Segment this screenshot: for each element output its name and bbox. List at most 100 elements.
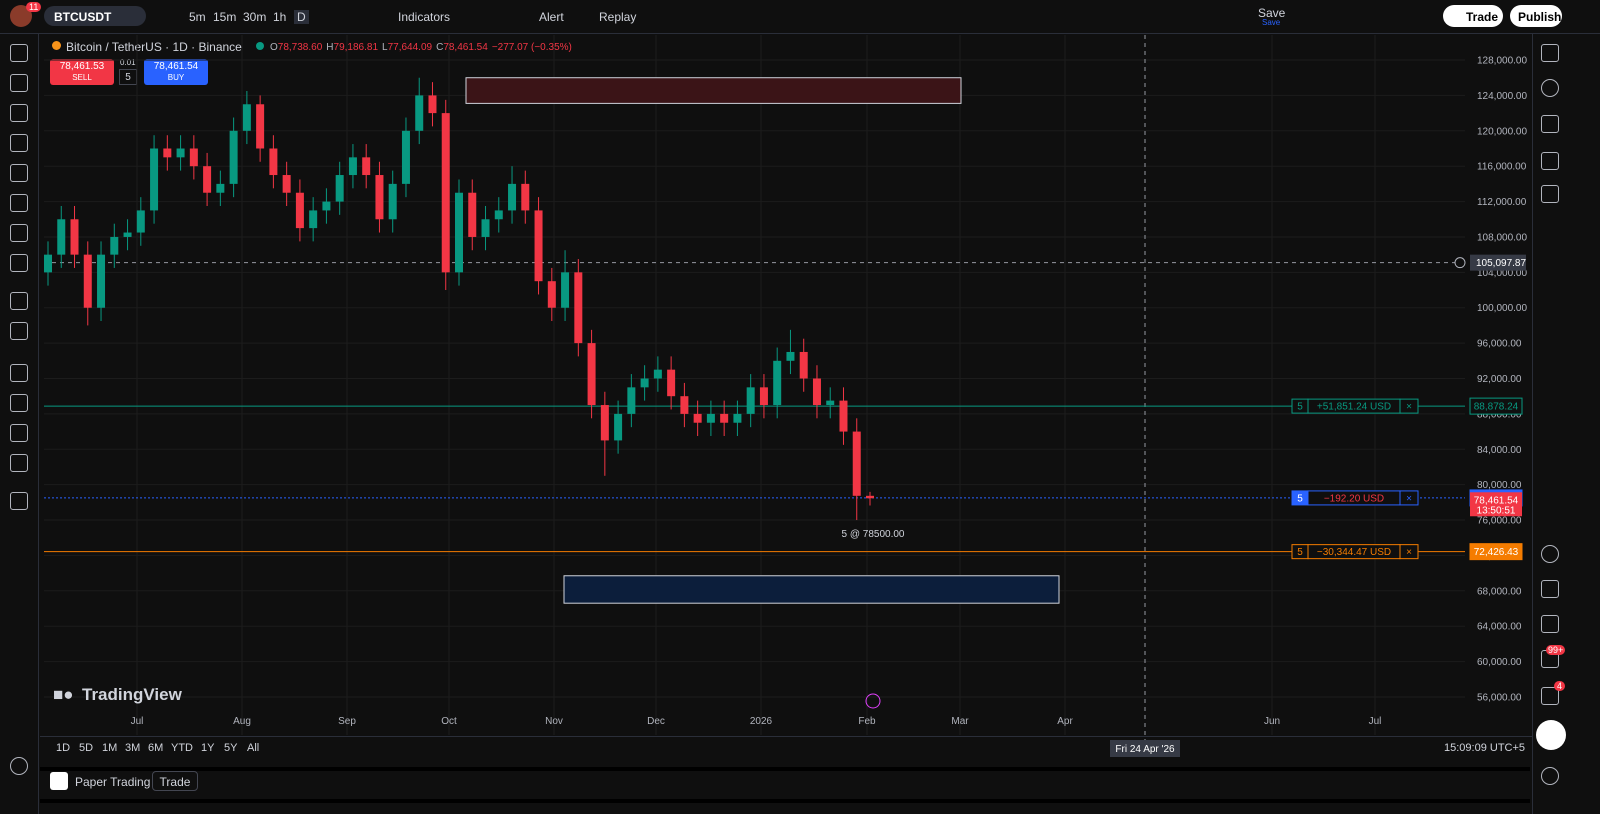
interval[interactable]: 5m [189,10,206,24]
panel-trade[interactable]: Trade [152,771,198,791]
tool-cursor[interactable] [10,44,28,62]
tool-line[interactable] [10,74,28,92]
candle-body [852,431,861,496]
candle-body [110,236,119,255]
interval[interactable]: 15m [213,10,237,24]
last-price-box [1470,492,1522,517]
buy-button[interactable] [144,59,208,85]
panel-logo [50,772,68,790]
help[interactable] [1541,767,1559,785]
symbol-search[interactable] [44,6,146,26]
candle-body [468,192,477,237]
candle-body [282,175,291,193]
layers[interactable] [1541,115,1559,133]
sell-button[interactable] [50,59,114,85]
candle-body [561,272,570,308]
pnl: +51,851.24 USD [1317,402,1391,413]
target[interactable] [1541,545,1559,563]
y-tick-label: 100,000.00 [1477,303,1527,314]
badge: 11 [26,2,42,12]
tool-fib[interactable] [10,104,28,122]
range[interactable]: All [247,742,260,754]
indicators[interactable]: Indicators [398,10,451,24]
replay[interactable]: Replay [599,10,637,24]
last-price: 78,461.54 [1474,495,1519,506]
candle-body [494,210,503,220]
save[interactable]: Save [1258,6,1286,20]
x-tick-label: Aug [233,716,251,727]
range[interactable]: 6M [148,742,164,754]
range[interactable]: 1D [56,742,71,754]
y-tick-label: 128,000.00 [1477,56,1527,67]
candle-body [44,254,52,273]
notifications[interactable] [1541,687,1559,705]
buy-label[interactable]: BUY [167,73,185,82]
candle-body [773,360,782,406]
sell-label[interactable]: SELL [72,73,92,82]
zone [465,77,962,104]
apps[interactable] [1536,720,1566,750]
y-tick-label: 108,000.00 [1477,232,1527,243]
interval[interactable]: 1h [273,10,287,24]
range[interactable]: 5D [79,742,94,754]
chat[interactable] [1541,152,1559,170]
candle-body [693,413,702,423]
candle-body [348,157,357,176]
tool-text[interactable] [10,224,28,242]
trade-button[interactable] [1443,5,1503,27]
tool-forecast[interactable] [10,164,28,182]
tool-lock[interactable] [10,424,28,442]
assistant[interactable] [1541,185,1559,203]
publish-label[interactable]: Publish [1518,10,1562,24]
candle-body [733,413,742,423]
candle-body [70,219,79,255]
tool-pattern[interactable] [10,134,28,152]
fill-note: 5 @ 78500.00 [842,529,905,540]
alert[interactable]: Alert [539,10,564,24]
interval[interactable]: D [294,10,309,24]
close-box [1399,544,1419,560]
buy-price[interactable]: 78,461.54 [153,61,199,72]
y-tick-label: 92,000.00 [1477,374,1522,385]
calendar[interactable] [1541,615,1559,633]
candle-body [136,210,145,233]
legend-title: Bitcoin / TetherUS · 1D · Binance [66,40,242,54]
tool-favorites[interactable] [10,757,28,775]
level-price-box [1469,543,1523,561]
tool-emoji[interactable] [10,254,28,272]
trade-label[interactable]: Trade [1466,10,1499,24]
range[interactable]: YTD [171,742,193,754]
candle-body [653,369,662,379]
candle-body [600,405,609,441]
pnl: −30,344.47 USD [1317,547,1391,558]
range[interactable]: 5Y [224,742,238,754]
sell-price[interactable]: 78,461.53 [59,61,105,72]
candle-body [335,175,344,202]
watchlist[interactable] [1541,44,1559,62]
tool-trash[interactable] [10,492,28,510]
watermark-logo: ■● [53,685,74,704]
screener[interactable] [1541,580,1559,598]
symbol[interactable]: BTCUSDT [54,10,112,24]
tool-draw-mode[interactable] [10,394,28,412]
tool-ruler[interactable] [10,292,28,310]
publish-button[interactable] [1510,5,1562,27]
qty-box [1291,544,1309,560]
qty[interactable]: 5 [119,69,137,85]
candle-body [866,495,874,499]
alerts[interactable] [1541,79,1559,97]
pnl-box [1307,544,1401,560]
ohlc-key: C [436,42,444,53]
interval[interactable]: 30m [243,10,267,24]
candle-body [322,201,331,211]
tool-shape[interactable] [10,194,28,212]
candle-body [667,369,676,397]
range[interactable]: 3M [125,742,141,754]
tool-zoom[interactable] [10,322,28,340]
tool-hide[interactable] [10,454,28,472]
candle-body [786,351,795,361]
range[interactable]: 1Y [201,742,215,754]
tool-magnet[interactable] [10,364,28,382]
range[interactable]: 1M [102,742,118,754]
x-tick-label: Apr [1057,716,1073,727]
